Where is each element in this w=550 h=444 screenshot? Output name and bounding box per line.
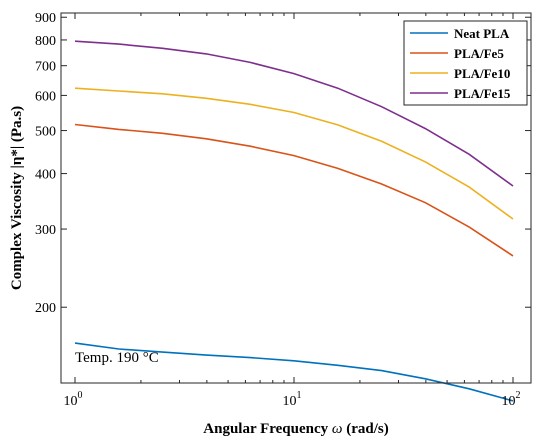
x-tick-label: 101 xyxy=(283,390,302,409)
plot-marks xyxy=(74,40,514,402)
series-line-pla-fe5 xyxy=(74,123,514,257)
legend-label: PLA/Fe5 xyxy=(454,46,504,61)
y-tick-label: 200 xyxy=(35,301,56,316)
y-tick-label: 600 xyxy=(35,89,56,104)
y-axis-ticks: 200 300 400 500 600 700 800 900 xyxy=(35,11,531,316)
x-axis-label-symbol: ω xyxy=(332,421,343,437)
y-tick-label: 700 xyxy=(35,60,56,75)
plot-frame xyxy=(60,12,532,384)
y-tick-label: 400 xyxy=(35,168,56,183)
series-line-pla-fe10 xyxy=(74,87,514,220)
x-axis-label-suffix: (rad/s) xyxy=(342,421,388,437)
x-axis-label: Angular Frequency ω (rad/s) xyxy=(203,421,388,437)
legend-label: PLA/Fe15 xyxy=(454,86,511,101)
legend-label: Neat PLA xyxy=(454,26,510,41)
x-axis-label-prefix: Angular Frequency xyxy=(203,421,332,437)
y-tick-label: 300 xyxy=(35,223,56,238)
legend-label: PLA/Fe10 xyxy=(454,66,510,81)
x-axis-ticks: 100 101 102 xyxy=(64,13,521,409)
legend: Neat PLA PLA/Fe5 PLA/Fe10 PLA/Fe15 xyxy=(403,20,528,106)
y-tick-label: 500 xyxy=(35,125,56,140)
temperature-annotation: Temp. 190 °C xyxy=(75,350,159,366)
y-axis-label: Complex Viscosity |η*| (Pa.s) xyxy=(9,106,25,290)
legend-box xyxy=(403,20,528,106)
y-tick-label: 800 xyxy=(35,34,56,49)
x-tick-label: 102 xyxy=(502,390,521,409)
series-line-pla-fe15 xyxy=(74,40,514,187)
x-tick-label: 100 xyxy=(64,390,83,409)
series-line-neat-pla xyxy=(74,342,514,402)
y-tick-label: 900 xyxy=(35,11,56,26)
